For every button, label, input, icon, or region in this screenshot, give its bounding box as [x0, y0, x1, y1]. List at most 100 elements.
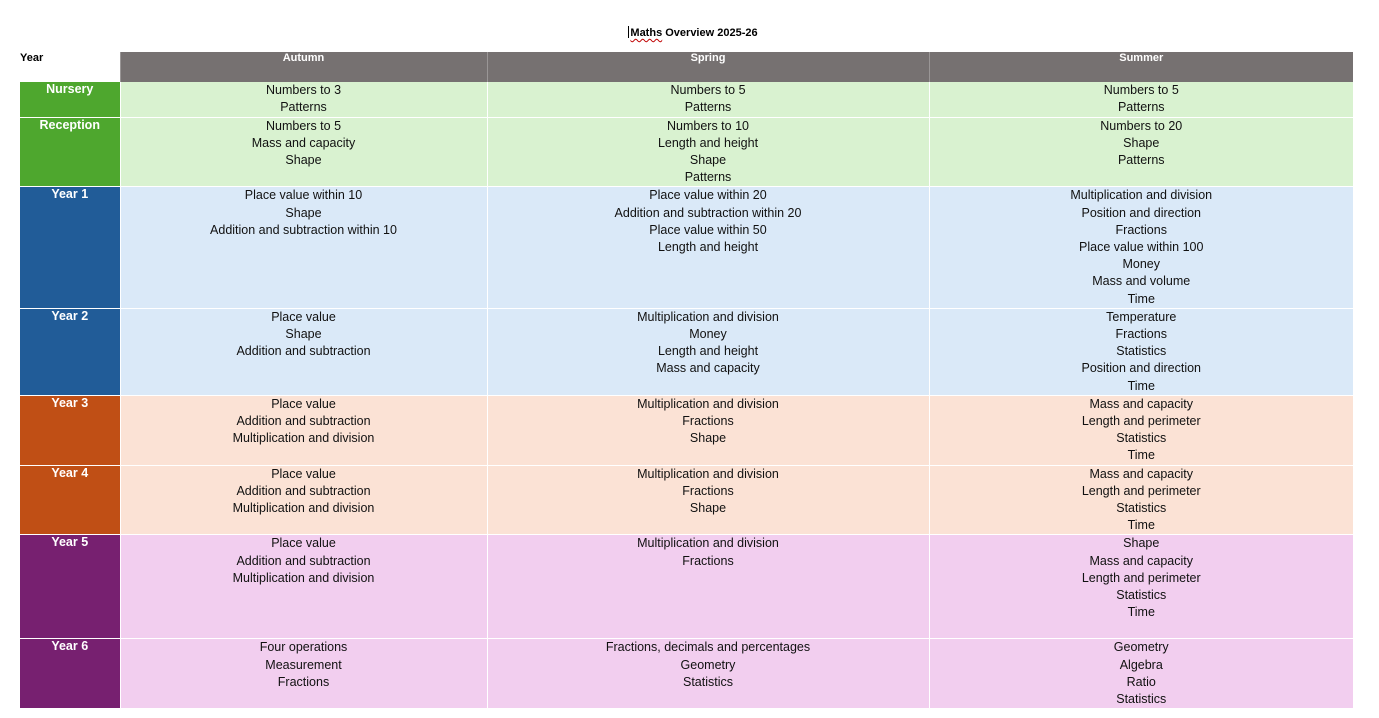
topic-item: Length and height	[657, 239, 759, 254]
summer-cell: Numbers to 20 Shape Patterns	[928, 117, 1353, 188]
topic-item: Place value	[271, 396, 336, 411]
spring-cell: Multiplication and division Fractions	[486, 534, 929, 640]
topic-item: Multiplication and division	[637, 396, 779, 411]
topic-item: Patterns	[684, 170, 732, 185]
topic-item: Addition and subtraction	[236, 483, 371, 498]
summer-cell: Numbers to 5 Patterns	[928, 82, 1353, 118]
topic-item: Algebra	[1119, 657, 1163, 672]
year-label: Year 4	[20, 465, 120, 536]
topic-item: Statistics	[1116, 344, 1167, 359]
topic-item: Place value within 100	[1079, 239, 1204, 254]
topic-item: Place value within 10	[244, 188, 363, 203]
table-row: Year 6 Four operations Measurement Fraction…	[20, 638, 1353, 710]
table-row: Reception Numbers to 5 Mass and capacity Sh…	[20, 117, 1353, 188]
topic-item: Fractions	[1115, 222, 1167, 237]
table-row: Year 2 Place value Shape Addition and subtr…	[20, 308, 1353, 396]
topic-item: Place value	[271, 466, 336, 481]
topic-item: Place value within 50	[649, 222, 767, 237]
summer-cell: Mass and capacity Length and perimeter Sta…	[928, 395, 1353, 466]
topic-item: Patterns	[1117, 100, 1165, 115]
topic-item: Length and height	[657, 135, 759, 150]
topic-item: Temperature	[1106, 309, 1177, 324]
spring-cell: Numbers to 5 Patterns	[486, 82, 929, 118]
topic-item: Ratio	[1126, 674, 1156, 689]
topic-item: Time	[1127, 605, 1155, 620]
year-label: Year 1	[20, 186, 120, 309]
spring-cell: Place value within 20 Addition and subtra…	[486, 186, 929, 309]
topic-item: Multiplication and division	[232, 431, 375, 446]
autumn-cell: Four operations Measurement Fractions	[119, 638, 487, 710]
summer-cell: Geometry Algebra Ratio Statistics	[928, 638, 1353, 710]
topic-item: Shape	[285, 205, 322, 220]
year-label: Year 5	[20, 534, 120, 640]
topic-item: Geometry	[1113, 640, 1169, 655]
topic-item: Patterns	[1117, 152, 1165, 167]
topic-item: Multiplication and division	[232, 500, 375, 515]
topic-item: Time	[1127, 378, 1155, 393]
topic-item: Numbers to 10	[667, 118, 749, 133]
autumn-cell: Numbers to 5 Mass and capacity Shape	[119, 117, 487, 188]
topic-item: Fractions	[682, 413, 734, 428]
topic-item: Numbers to 5	[265, 118, 342, 133]
topic-item: Addition and subtraction within 20	[614, 205, 802, 220]
spring-cell: Fractions, decimals and percentages Geome…	[486, 638, 929, 710]
topic-item: Addition and subtraction	[236, 553, 371, 568]
topic-item: Fractions	[682, 553, 734, 568]
topic-item: Mass and volume	[1092, 274, 1191, 289]
autumn-cell: Place value Addition and subtraction Multi…	[119, 395, 487, 466]
topic-item: Multiplication and division	[232, 570, 375, 585]
header-year: Year	[20, 52, 120, 82]
topic-item: Time	[1127, 291, 1155, 306]
topic-item: Addition and subtraction	[236, 413, 371, 428]
topic-item: Length and perimeter	[1081, 570, 1201, 585]
topic-item: Statistics	[1116, 691, 1167, 706]
autumn-cell: Place value Addition and subtraction Multi…	[119, 534, 487, 640]
topic-item: Patterns	[684, 100, 732, 115]
topic-item: Multiplication and division	[1070, 188, 1213, 203]
table-row: Year 3 Place value Addition and subtractio…	[20, 395, 1353, 466]
topic-item: Time	[1127, 448, 1155, 463]
year-label: Nursery	[20, 82, 120, 118]
title-rest: Overview 2025-26	[662, 27, 758, 39]
topic-item: Statistics	[1116, 500, 1167, 515]
table-row: Year 1 Place value within 10 Shape Addition…	[20, 186, 1353, 309]
topic-item: Numbers to 3	[265, 83, 342, 97]
topic-item: Money	[689, 326, 727, 341]
topic-item: Fractions	[1115, 326, 1167, 341]
page-title: Maths Overview 2025-26	[0, 26, 1379, 39]
topic-item: Place value	[271, 536, 336, 551]
topic-item: Place value	[271, 309, 336, 324]
topic-item: Mass and capacity	[251, 135, 356, 150]
year-label: Reception	[20, 117, 120, 188]
table-row: Year 5 Place value Addition and subtractio…	[20, 534, 1353, 640]
topic-item: Time	[1127, 518, 1155, 533]
spring-cell: Multiplication and division Money Length a…	[486, 308, 929, 396]
header-autumn: Autumn	[119, 52, 487, 82]
autumn-cell: Place value within 10 Shape Addition and s…	[119, 186, 487, 309]
topic-item: Geometry	[680, 657, 736, 672]
topic-item: Numbers to 5	[1103, 83, 1179, 97]
topic-item: Four operations	[259, 640, 348, 655]
topic-item: Measurement	[265, 657, 342, 672]
spring-cell: Numbers to 10 Length and height Shape Patte…	[486, 117, 929, 188]
topic-item: Mass and capacity	[1089, 553, 1194, 568]
topic-item: Numbers to 5	[670, 83, 746, 97]
spring-cell: Multiplication and division Fractions Shap…	[486, 395, 929, 466]
spring-cell: Multiplication and division Fractions Shap…	[486, 465, 929, 536]
topic-item: Money	[1122, 257, 1161, 272]
topic-item: Patterns	[280, 100, 327, 115]
topic-item: Statistics	[682, 674, 733, 689]
topic-item: Mass and capacity	[1089, 396, 1194, 411]
summer-cell: Mass and capacity Length and perimeter Sta…	[928, 465, 1353, 536]
topic-item: Statistics	[1116, 587, 1167, 602]
header-spring: Spring	[486, 52, 929, 82]
topic-item: Shape	[689, 431, 727, 446]
header-summer: Summer	[928, 52, 1353, 82]
autumn-cell: Numbers to 3 Patterns	[119, 82, 487, 118]
topic-item: Multiplication and division	[637, 536, 779, 551]
topic-item: Mass and capacity	[656, 361, 760, 376]
topic-item: Shape	[285, 326, 322, 341]
topic-item: Length and perimeter	[1081, 483, 1201, 498]
topic-item: Statistics	[1116, 431, 1167, 446]
header-row: Year Autumn Spring Summer	[20, 52, 1353, 82]
